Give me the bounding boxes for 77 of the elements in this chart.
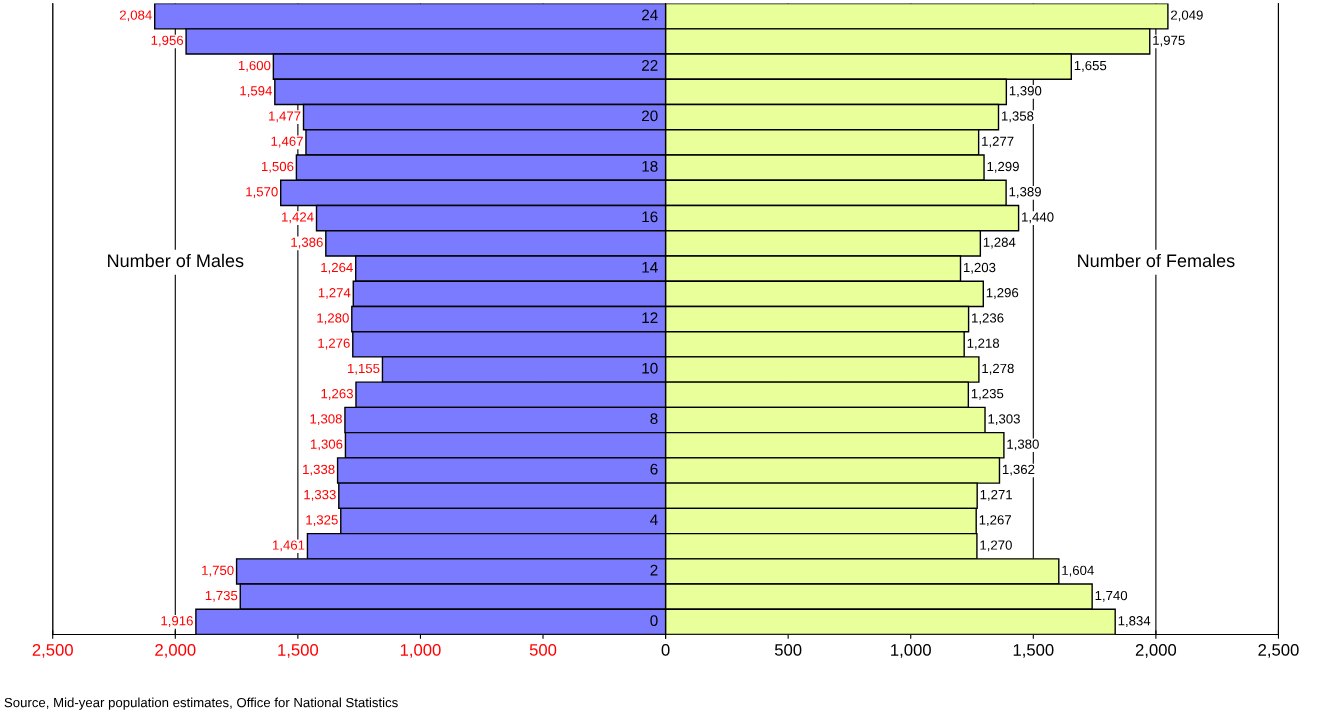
category-label: 10 (642, 362, 658, 374)
data-label: 1,750 (202, 565, 234, 577)
text: Number of Males (108, 253, 244, 268)
data-label: 1,570 (246, 187, 278, 198)
category-label: 18 (642, 160, 658, 172)
x-tick-label: 2,500 (32, 644, 73, 658)
x-tick-label: 1,500 (278, 644, 319, 658)
x-tick-label: 500 (774, 644, 802, 656)
category-label: 22 (642, 59, 658, 71)
category-label: 8 (650, 413, 658, 425)
data-label: 1,306 (310, 439, 343, 451)
category-label: 20 (642, 110, 658, 122)
x-tick-label: 2,000 (1135, 644, 1177, 658)
text: Number of Females (1078, 253, 1235, 268)
data-label: 1,296 (986, 288, 1019, 299)
data-label: 1,604 (1062, 565, 1094, 577)
data-label: 1,477 (269, 111, 301, 123)
data-label: 1,333 (304, 489, 336, 501)
x-tick-label: 1,500 (1013, 644, 1054, 658)
data-label: 1,277 (982, 136, 1014, 148)
data-label: 1,325 (306, 515, 338, 527)
x-tick-label: 0 (661, 644, 670, 656)
data-label: 1,308 (310, 414, 342, 426)
data-label: 1,467 (271, 136, 303, 148)
source-note: Source, Mid-year population estimates, Office for National Statistics (4, 697, 398, 710)
data-label: 1,274 (318, 288, 351, 299)
data-label: 1,278 (982, 363, 1014, 375)
data-label: 1,303 (988, 414, 1020, 426)
data-label: 1,264 (321, 262, 353, 274)
data-label: 1,155 (347, 363, 380, 375)
data-label: 1,975 (1153, 35, 1185, 47)
category-label: 14 (642, 262, 658, 273)
data-label: 1,386 (291, 237, 323, 249)
data-label: 1,338 (303, 464, 335, 476)
data-label: 1,299 (987, 161, 1019, 173)
data-label: 1,263 (321, 388, 353, 400)
data-label: 1,271 (980, 489, 1012, 501)
category-label: 6 (650, 463, 658, 475)
category-label: 12 (642, 312, 658, 324)
data-label: 1,834 (1118, 616, 1151, 628)
x-tick-label: 2,500 (1258, 644, 1299, 658)
data-label: 1,358 (1001, 111, 1034, 123)
data-label: 1,440 (1022, 212, 1054, 224)
data-label: 1,916 (161, 616, 193, 628)
data-label: 2,084 (119, 10, 152, 22)
category-label: 2 (650, 564, 658, 576)
data-label: 1,600 (238, 60, 271, 72)
data-label: 1,655 (1074, 60, 1107, 72)
data-label: 1,740 (1095, 590, 1128, 602)
category-label: 16 (642, 211, 658, 223)
category-label: 4 (650, 514, 658, 525)
data-label: 1,506 (261, 161, 294, 173)
data-label: 1,267 (979, 515, 1011, 527)
category-label: 0 (650, 615, 658, 627)
data-label: 1,424 (282, 212, 314, 224)
data-label: 1,390 (1009, 86, 1042, 98)
data-label: 1,203 (963, 262, 996, 274)
x-tick-label: 2,000 (155, 644, 196, 658)
x-tick-label: 1,000 (400, 644, 441, 658)
data-label: 2,049 (1171, 10, 1203, 22)
data-label: 1,594 (240, 86, 272, 98)
data-label: 1,956 (151, 35, 184, 47)
data-label: 1,280 (317, 313, 349, 325)
data-label: 1,235 (971, 388, 1004, 400)
data-label: 1,284 (983, 237, 1016, 249)
x-tick-label: 500 (529, 644, 557, 656)
data-label: 1,735 (205, 590, 238, 602)
data-label: 1,380 (1007, 439, 1039, 451)
data-label: 1,270 (980, 540, 1012, 552)
data-label: 1,362 (1002, 464, 1035, 476)
data-label: 1,276 (318, 338, 350, 350)
data-label: 1,461 (272, 540, 305, 552)
category-label: 24 (642, 9, 658, 21)
x-tick-label: 1,000 (891, 644, 931, 658)
data-label: 1,236 (972, 313, 1004, 325)
data-label: 1,389 (1009, 187, 1041, 198)
data-label: 1,218 (967, 338, 1000, 350)
